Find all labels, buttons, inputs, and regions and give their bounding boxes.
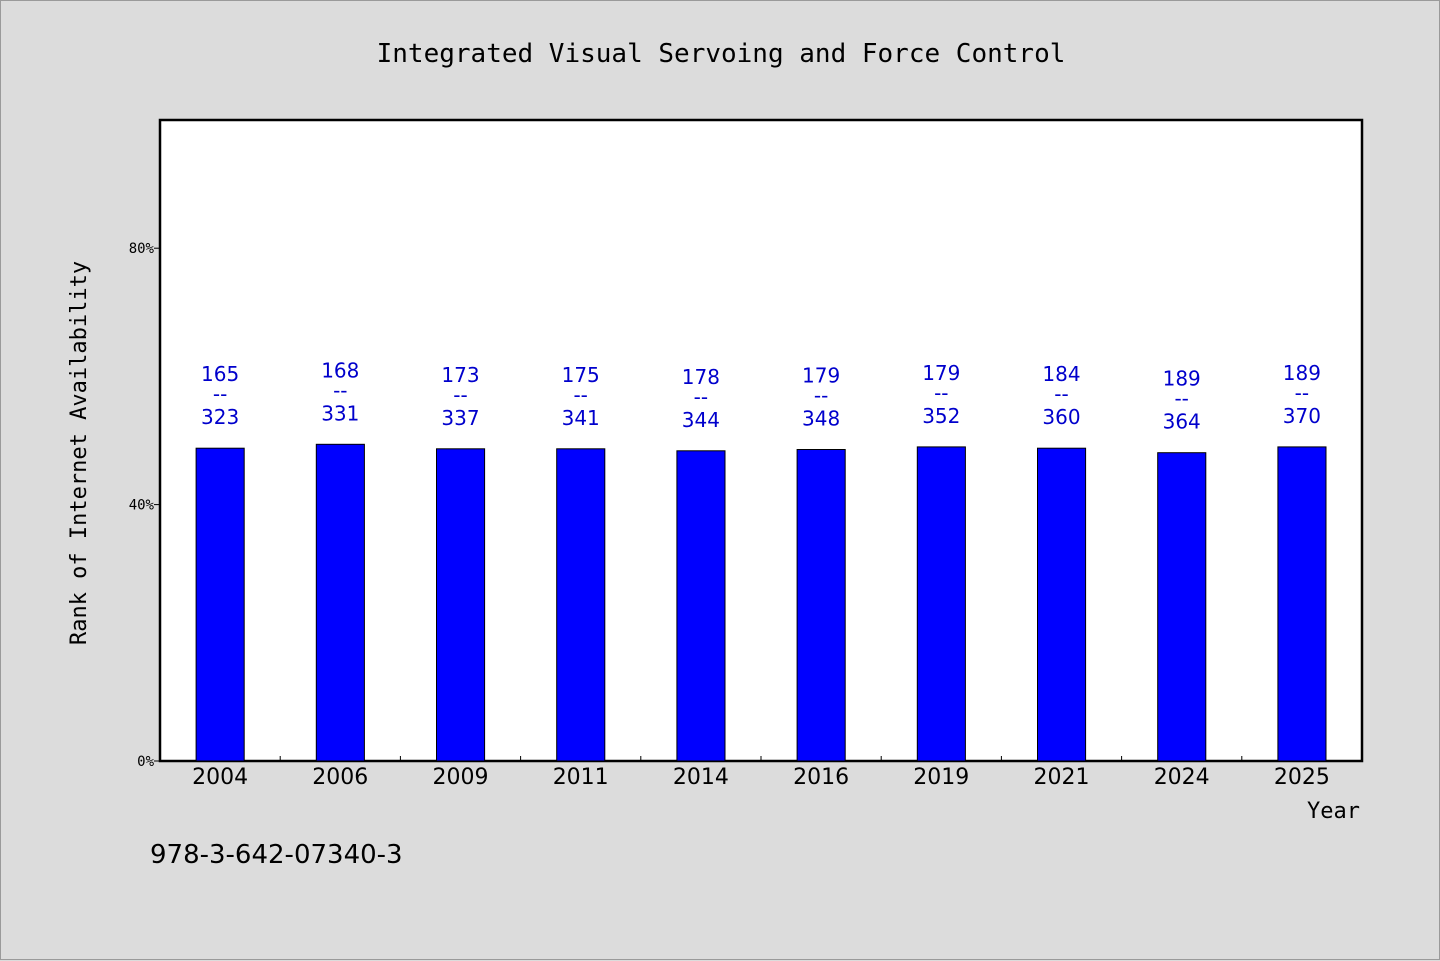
- x-tick-label-2009: 2009: [433, 765, 489, 790]
- bar-2016: [796, 449, 846, 762]
- bar-label-bottom-2025: 370: [1283, 404, 1321, 428]
- y-ticks-group: 0% 40% 80%: [129, 241, 160, 770]
- bars-group: [195, 443, 1327, 762]
- x-tick-label-2006: 2006: [312, 765, 368, 790]
- bar-label-bottom-2006: 331: [321, 401, 359, 425]
- bar-label-bottom-2004: 323: [201, 405, 239, 429]
- x-tick-label-2016: 2016: [793, 765, 849, 790]
- bar-label-sep-2006: --: [333, 378, 347, 402]
- bar-label-sep-2014: --: [694, 385, 708, 409]
- chart-title: Integrated Visual Servoing and Force Con…: [377, 39, 1066, 69]
- bar-label-sep-2019: --: [934, 381, 948, 405]
- bar-2009: [436, 448, 486, 762]
- bar-label-top-2019: 179: [922, 361, 960, 385]
- bar-label-bottom-2009: 337: [441, 406, 479, 430]
- y-tick-label-0: 0%: [137, 754, 154, 770]
- bar-label-top-2004: 165: [201, 362, 239, 386]
- bar-2006: [315, 443, 365, 762]
- bar-label-top-2025: 189: [1283, 361, 1321, 385]
- bar-label-bottom-2021: 360: [1042, 405, 1080, 429]
- bar-2019: [916, 446, 966, 762]
- bar-2004: [195, 447, 245, 762]
- bar-label-sep-2016: --: [814, 384, 828, 408]
- bar-2011: [556, 448, 606, 762]
- bar-label-bottom-2011: 341: [562, 406, 600, 430]
- x-tick-label-2011: 2011: [553, 765, 609, 790]
- bar-label-top-2016: 179: [802, 364, 840, 388]
- y-axis-label: Rank of Internet Availability: [67, 261, 92, 645]
- y-tick-label-40: 40%: [129, 498, 155, 514]
- bar-label-top-2011: 175: [562, 363, 600, 387]
- bar-label-top-2024: 189: [1163, 367, 1201, 391]
- x-tick-label-2021: 2021: [1034, 765, 1090, 790]
- x-tick-label-2004: 2004: [192, 765, 248, 790]
- x-tick-label-2025: 2025: [1274, 765, 1330, 790]
- bar-2014: [676, 450, 726, 762]
- bar-label-sep-2025: --: [1295, 381, 1309, 405]
- bar-label-sep-2021: --: [1054, 382, 1068, 406]
- bar-label-top-2014: 178: [682, 365, 720, 389]
- x-axis-label: Year: [1307, 799, 1360, 824]
- isbn-text: 978-3-642-07340-3: [150, 840, 403, 870]
- bar-label-bottom-2019: 352: [922, 404, 960, 428]
- y-tick-label-80: 80%: [129, 241, 155, 257]
- bar-label-top-2021: 184: [1042, 362, 1080, 386]
- bar-label-sep-2024: --: [1174, 387, 1188, 411]
- bar-label-sep-2009: --: [453, 383, 467, 407]
- bar-2025: [1277, 446, 1327, 762]
- x-tick-label-2014: 2014: [673, 765, 729, 790]
- x-tick-label-2024: 2024: [1154, 765, 1210, 790]
- bar-label-bottom-2014: 344: [682, 408, 720, 432]
- bar-2021: [1037, 447, 1087, 762]
- bar-label-top-2006: 168: [321, 358, 359, 382]
- bar-label-top-2009: 173: [441, 363, 479, 387]
- bar-label-bottom-2016: 348: [802, 407, 840, 431]
- bar-label-sep-2004: --: [213, 382, 227, 406]
- bar-labels-group: 165--323168--331173--337175--341178--344…: [201, 358, 1321, 433]
- bar-2024: [1157, 452, 1207, 762]
- x-tick-label-2019: 2019: [913, 765, 969, 790]
- bar-label-sep-2011: --: [573, 383, 587, 407]
- bar-label-bottom-2024: 364: [1163, 410, 1201, 434]
- x-ticks-group: 2004 2006 2009 2011 2014 2016 2019 2021 2024 2025: [192, 756, 1330, 790]
